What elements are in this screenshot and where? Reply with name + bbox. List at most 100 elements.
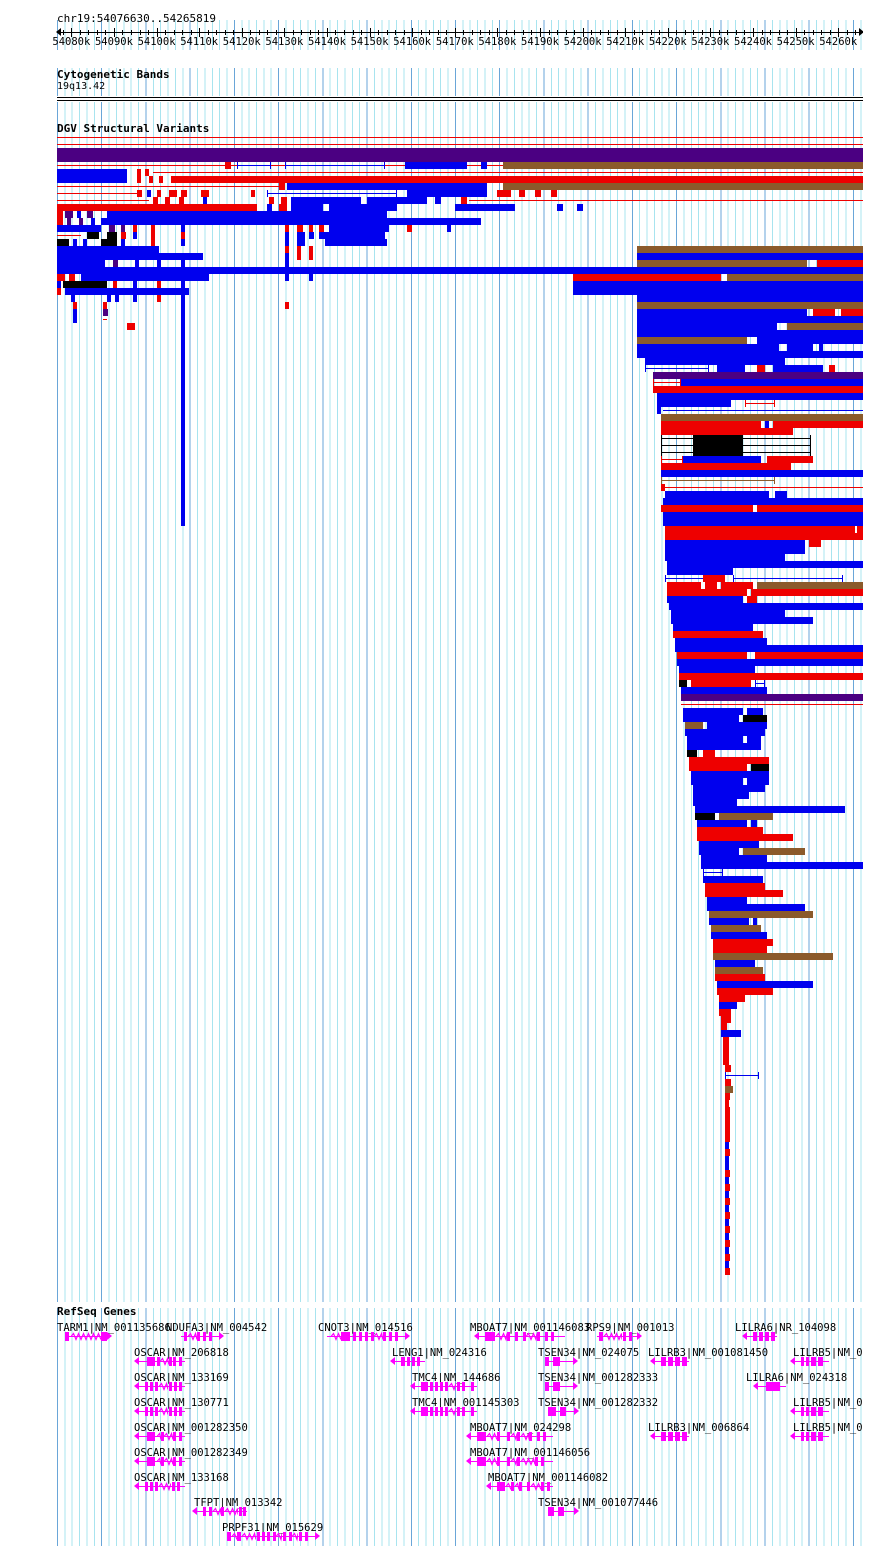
dgv-variant-bar[interactable] xyxy=(57,155,863,162)
dgv-variant-bar[interactable] xyxy=(573,281,863,288)
dgv-variant-bar[interactable] xyxy=(681,694,863,701)
dgv-variant-bar[interactable] xyxy=(535,190,541,197)
dgv-variant-bar[interactable] xyxy=(657,393,863,400)
dgv-variant-bar[interactable] xyxy=(665,533,863,540)
dgv-variant-bar[interactable] xyxy=(705,883,765,890)
dgv-variant-bar[interactable] xyxy=(747,708,763,715)
dgv-variant-bar[interactable] xyxy=(165,197,170,204)
dgv-variant-bar[interactable] xyxy=(519,190,525,197)
dgv-variant-bar[interactable] xyxy=(637,295,863,302)
gene-label[interactable]: OSCAR|NM_133169 xyxy=(134,1372,229,1384)
gene-model[interactable] xyxy=(410,1381,479,1392)
dgv-variant-bar[interactable] xyxy=(723,1058,729,1065)
dgv-variant-bar[interactable] xyxy=(309,253,313,260)
gene-model[interactable] xyxy=(650,1431,691,1442)
dgv-variant-bar[interactable] xyxy=(685,722,703,729)
gene-label[interactable]: TSEN34|NM_001077446 xyxy=(538,1497,659,1509)
dgv-variant-bar[interactable] xyxy=(725,1205,729,1212)
gene-label[interactable]: MBOAT7|NM_001146083 xyxy=(470,1322,591,1334)
dgv-variant-bar[interactable] xyxy=(637,337,747,344)
dgv-variant-span-line[interactable] xyxy=(153,172,863,173)
dgv-variant-bar[interactable] xyxy=(751,764,769,771)
dgv-variant-bar[interactable] xyxy=(717,981,813,988)
dgv-variant-bar[interactable] xyxy=(675,638,767,645)
dgv-variant-bar[interactable] xyxy=(721,582,753,589)
gene-label[interactable]: OSCAR|NM_001282349 xyxy=(134,1447,248,1459)
dgv-variant-bar[interactable] xyxy=(637,330,863,337)
dgv-variant-bar[interactable] xyxy=(151,239,155,246)
dgv-variant-bar[interactable] xyxy=(693,799,737,806)
dgv-variant-bar[interactable] xyxy=(653,372,863,379)
dgv-variant-bar[interactable] xyxy=(145,169,149,176)
dgv-variant-bar[interactable] xyxy=(697,827,763,834)
dgv-variant-bar[interactable] xyxy=(711,925,761,932)
dgv-variant-bar[interactable] xyxy=(637,316,863,323)
dgv-variant-bar[interactable] xyxy=(717,365,745,372)
dgv-variant-bar[interactable] xyxy=(709,911,813,918)
dgv-variant-bar[interactable] xyxy=(109,225,115,232)
dgv-variant-bar[interactable] xyxy=(725,1114,730,1121)
dgv-variant-bar[interactable] xyxy=(725,1128,730,1135)
dgv-variant-bar[interactable] xyxy=(683,715,739,722)
dgv-variant-ibeam[interactable] xyxy=(725,1072,759,1079)
gene-model[interactable] xyxy=(486,1481,555,1492)
dgv-variant-bar[interactable] xyxy=(87,211,93,218)
dgv-variant-bar[interactable] xyxy=(645,358,785,365)
dgv-variant-bar[interactable] xyxy=(181,295,185,302)
dgv-variant-bar[interactable] xyxy=(757,337,863,344)
dgv-variant-bar[interactable] xyxy=(181,421,185,428)
gene-model[interactable] xyxy=(540,1381,578,1392)
dgv-variant-bar[interactable] xyxy=(73,302,77,309)
dgv-variant-bar[interactable] xyxy=(667,596,743,603)
dgv-variant-bar[interactable] xyxy=(181,365,185,372)
dgv-variant-bar[interactable] xyxy=(297,232,305,239)
dgv-variant-bar[interactable] xyxy=(181,498,185,505)
dgv-variant-bar[interactable] xyxy=(133,295,137,302)
dgv-variant-bar[interactable] xyxy=(181,379,185,386)
dgv-variant-bar[interactable] xyxy=(725,1149,730,1156)
dgv-variant-bar[interactable] xyxy=(743,848,805,855)
gene-label[interactable]: OSCAR|NM_130771 xyxy=(134,1397,229,1409)
dgv-variant-bar[interactable] xyxy=(77,211,81,218)
dgv-variant-ibeam[interactable] xyxy=(285,162,385,169)
dgv-variant-bar[interactable] xyxy=(725,1184,730,1191)
gene-model[interactable] xyxy=(134,1381,187,1392)
dgv-variant-bar[interactable] xyxy=(557,204,563,211)
dgv-variant-bar[interactable] xyxy=(721,1030,741,1037)
dgv-variant-bar[interactable] xyxy=(181,400,185,407)
dgv-variant-bar[interactable] xyxy=(115,295,119,302)
dgv-variant-bar[interactable] xyxy=(727,274,863,281)
dgv-variant-bar[interactable] xyxy=(637,309,807,316)
dgv-variant-bar[interactable] xyxy=(57,218,63,225)
gene-model[interactable] xyxy=(474,1331,567,1342)
gene-model[interactable] xyxy=(410,1406,479,1417)
dgv-variant-bar[interactable] xyxy=(765,421,769,428)
dgv-variant-bar[interactable] xyxy=(673,631,763,638)
dgv-variant-bar[interactable] xyxy=(309,274,313,281)
gene-model[interactable] xyxy=(134,1481,187,1492)
dgv-variant-span-line[interactable] xyxy=(665,487,863,488)
gene-label[interactable]: TSEN34|NM_024075 xyxy=(538,1347,640,1359)
dgv-variant-bar[interactable] xyxy=(829,365,835,372)
dgv-variant-bar[interactable] xyxy=(57,225,101,232)
dgv-variant-bar[interactable] xyxy=(679,666,755,673)
dgv-variant-bar[interactable] xyxy=(703,575,725,582)
dgv-variant-ibeam[interactable] xyxy=(755,680,765,687)
dgv-variant-ibeam[interactable] xyxy=(237,162,271,169)
dgv-variant-bar[interactable] xyxy=(57,211,63,218)
gene-label[interactable]: OSCAR|NM_206818 xyxy=(134,1347,229,1359)
dgv-variant-bar[interactable] xyxy=(725,1212,730,1219)
dgv-variant-bar[interactable] xyxy=(329,225,389,232)
dgv-variant-bar[interactable] xyxy=(725,1191,729,1198)
gene-model[interactable] xyxy=(60,1331,112,1342)
dgv-variant-bar[interactable] xyxy=(551,190,557,197)
dgv-variant-span-line[interactable] xyxy=(469,200,863,201)
gene-label[interactable]: LENG1|NM_024316 xyxy=(392,1347,487,1359)
dgv-variant-bar[interactable] xyxy=(107,295,111,302)
dgv-variant-bar[interactable] xyxy=(291,197,361,204)
dgv-variant-bar[interactable] xyxy=(279,183,285,190)
gene-model[interactable] xyxy=(592,1331,642,1342)
gene-label[interactable]: MBOAT7|NM_001146082 xyxy=(488,1472,609,1484)
dgv-variant-bar[interactable] xyxy=(841,309,863,316)
dgv-variant-bar[interactable] xyxy=(101,239,117,246)
